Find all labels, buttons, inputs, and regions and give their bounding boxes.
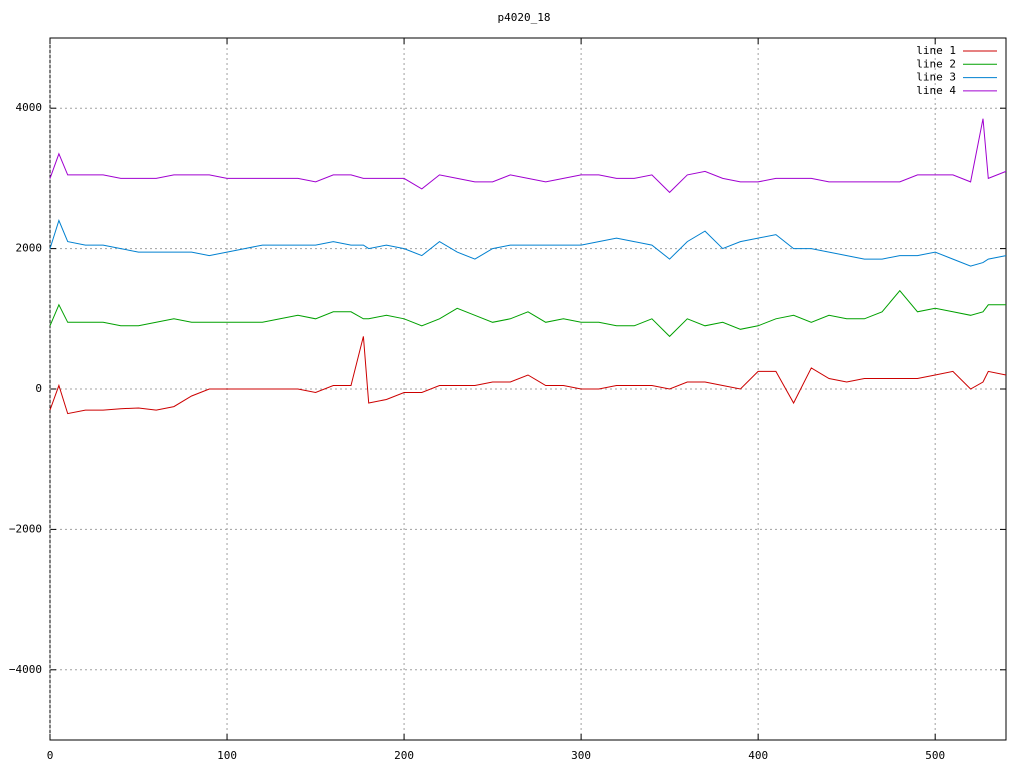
x-tick-label: 500: [925, 749, 945, 762]
legend-label: line 3: [916, 71, 956, 84]
chart-title: p4020_18: [498, 11, 551, 24]
data-line: [49, 219, 1007, 267]
y-tick-label: 2000: [16, 242, 43, 255]
x-tick-label: 200: [394, 749, 414, 762]
data-line: [49, 289, 1006, 338]
y-tick-label: 0: [35, 382, 42, 395]
y-tick-label: −2000: [9, 522, 42, 535]
x-tick-label: 400: [748, 749, 768, 762]
legend-label: line 2: [916, 57, 956, 70]
legend-label: line 4: [916, 84, 956, 97]
x-tick-label: 300: [571, 749, 591, 762]
legend-label: line 1: [916, 44, 956, 57]
y-tick-label: 4000: [16, 101, 43, 114]
x-tick-label: 0: [47, 749, 54, 762]
y-tick-label: −4000: [9, 663, 42, 676]
x-tick-label: 100: [217, 749, 237, 762]
data-line: [49, 336, 1007, 415]
data-line: [49, 118, 1007, 194]
